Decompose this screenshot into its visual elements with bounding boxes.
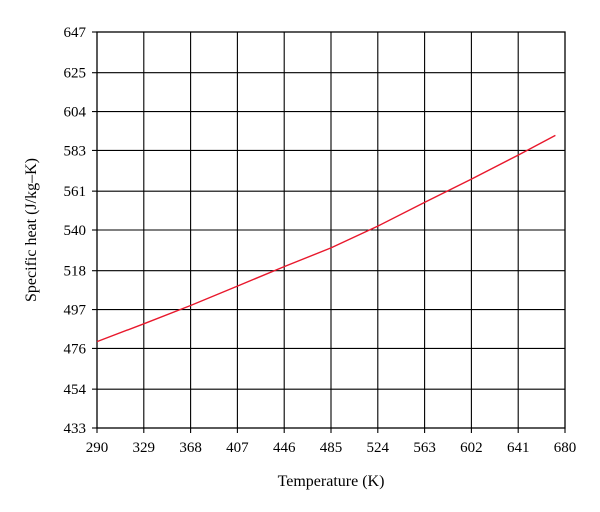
y-tick-label: 433 [64, 421, 87, 437]
x-tick-label: 485 [320, 440, 343, 456]
y-axis-label: Specific heat (J/kg–K) [23, 158, 40, 302]
y-tick-label: 454 [64, 382, 87, 398]
series-line [96, 134, 556, 343]
x-tick-label: 290 [86, 440, 109, 456]
x-tick-label: 680 [554, 440, 577, 456]
x-tick-label: 641 [507, 440, 530, 456]
y-tick-label: 476 [64, 341, 87, 357]
x-tick-label: 524 [367, 440, 390, 456]
y-tick-label: 604 [64, 105, 87, 121]
x-tick-label: 602 [460, 440, 483, 456]
x-tick-label: 446 [273, 440, 296, 456]
y-tick-label: 561 [64, 184, 87, 200]
x-tick-label: 329 [133, 440, 156, 456]
x-tick-label: 407 [226, 440, 249, 456]
y-tick-label: 647 [64, 25, 87, 41]
x-tick-label: 563 [413, 440, 436, 456]
vertical-gridlines [96, 32, 566, 433]
y-tick-label: 518 [64, 264, 87, 280]
y-tick-label: 583 [64, 143, 87, 159]
y-tick-label: 625 [64, 66, 87, 82]
x-axis-tick-labels: 290 329 368 407 446 485 524 563 602 641 680 [86, 440, 577, 456]
x-axis-label: Temperature (K) [278, 473, 385, 490]
y-tick-label: 540 [64, 223, 87, 239]
horizontal-gridlines [92, 31, 565, 429]
series-layer [96, 134, 556, 343]
y-axis-tick-labels: 433 454 476 497 518 540 561 583 604 625 647 [64, 25, 87, 437]
y-tick-label: 497 [64, 303, 87, 319]
x-tick-label: 368 [179, 440, 202, 456]
